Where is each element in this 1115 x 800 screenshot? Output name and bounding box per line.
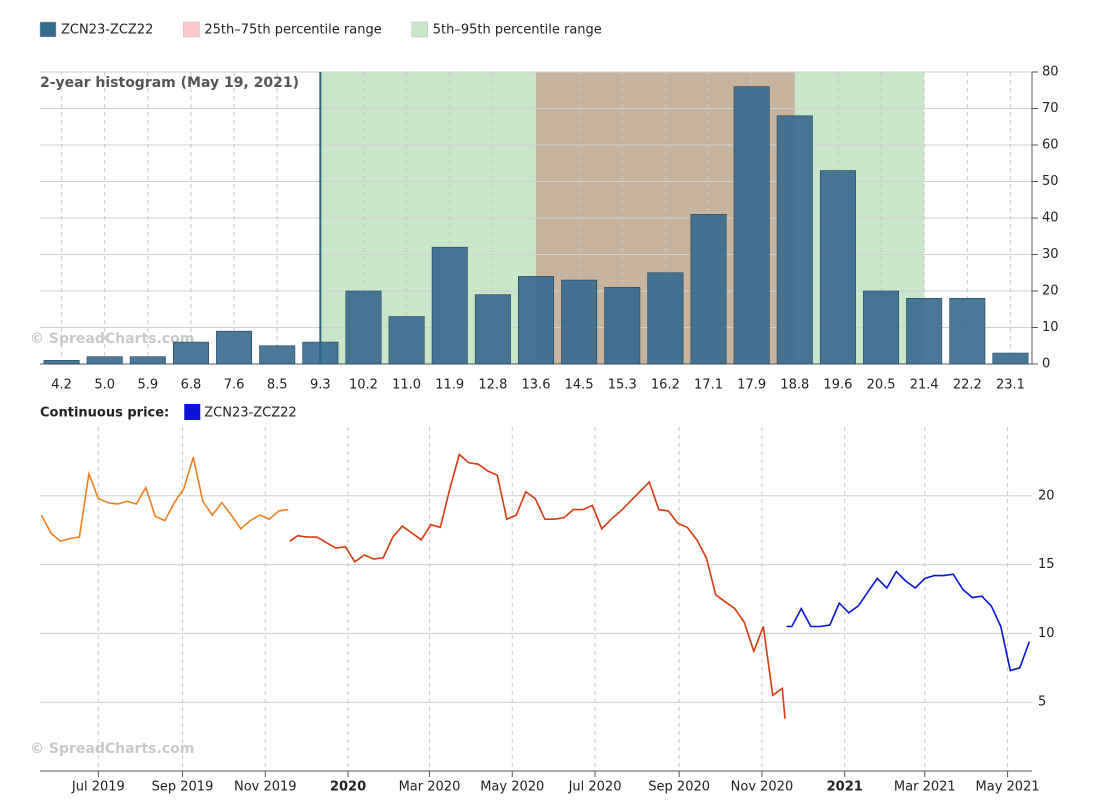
bar [906,297,943,365]
y-tick-label: 10 [1038,626,1055,641]
legend-label: 25th–75th percentile range [204,23,381,38]
legend-label: ZCN23-ZCZ22 [61,23,153,38]
bar [474,294,511,365]
x-tick-label: 10.2 [349,378,378,393]
bar [259,345,296,365]
x-tick-label: Nov 2020 [731,780,794,795]
bar [690,214,727,365]
x-tick-label: 21.4 [910,378,939,393]
x-tick-label: 11.9 [435,378,464,393]
legend-label: 5th–95th percentile range [433,23,602,38]
bar [733,86,770,365]
price-line [786,570,1031,672]
bar [776,115,813,365]
x-tick-label: Sep 2020 [648,780,710,795]
bar [819,170,856,365]
bar [604,287,641,365]
watermark: © SpreadCharts.com [30,741,194,757]
legend-swatch [184,404,201,420]
legend-swatch [411,21,428,38]
bar [345,290,382,365]
bar [992,352,1029,365]
bar [388,316,425,365]
chart-title: 2-year histogram (May 19, 2021) [40,75,299,91]
x-tick-label: Sep 2019 [152,780,214,795]
x-tick-label: 18.8 [780,378,809,393]
x-tick-label: 5.0 [94,378,115,393]
y-tick-label: 40 [1042,211,1059,226]
bar [172,341,209,365]
x-tick-label: 13.6 [522,378,551,393]
bar [216,330,253,365]
x-tick-label: 16.2 [651,378,680,393]
x-tick-label: 4.2 [51,378,72,393]
y-tick-label: 30 [1042,247,1059,262]
x-tick-label: Jul 2019 [71,780,125,795]
y-tick-label: 15 [1038,557,1055,572]
x-tick-label: 7.6 [224,378,245,393]
x-tick-label: 17.1 [694,378,723,393]
bar [647,272,684,365]
x-tick-label: 19.6 [823,378,852,393]
x-tick-label: Mar 2020 [399,780,461,795]
x-tick-label: 5.9 [137,378,158,393]
x-tick-label: 15.3 [608,378,637,393]
y-tick-label: 0 [1042,357,1050,372]
x-tick-label: 20.5 [867,378,896,393]
bar [863,290,900,365]
x-tick-label: May 2020 [480,780,544,795]
x-tick-label: 11.0 [392,378,421,393]
x-tick-label: 12.8 [478,378,507,393]
x-tick-label: Mar 2021 [894,780,956,795]
bar [949,297,986,365]
x-tick-label: 2020 [330,780,366,795]
x-tick-label: 2021 [827,780,863,795]
price-line [40,457,289,543]
y-tick-label: 5 [1038,695,1046,710]
legend-title: Continuous price: [40,406,169,421]
legend-label: ZCN23-ZCZ22 [204,406,296,421]
y-tick-label: 60 [1042,138,1059,153]
x-tick-label: May 2021 [976,780,1040,795]
legend-swatch [39,21,57,38]
y-tick-label: 20 [1038,488,1055,503]
price-line [289,453,786,719]
bar [129,356,166,365]
legend-swatch [183,21,200,38]
x-tick-label: 9.3 [310,378,331,393]
y-tick-label: 20 [1042,284,1059,299]
y-tick-label: 80 [1042,65,1059,80]
x-tick-label: Nov 2019 [234,780,297,795]
bar [561,279,598,365]
x-tick-label: 22.2 [953,378,982,393]
y-tick-label: 50 [1042,174,1059,189]
x-tick-label: 17.9 [737,378,766,393]
bar [431,246,468,365]
bar [86,356,123,365]
x-tick-label: 23.1 [996,378,1025,393]
x-tick-label: 14.5 [565,378,594,393]
x-tick-label: 6.8 [181,378,202,393]
x-tick-label: Jul 2020 [568,780,622,795]
y-tick-label: 70 [1042,101,1059,116]
y-tick-label: 10 [1042,320,1059,335]
watermark: © SpreadCharts.com [30,331,194,347]
bar [518,276,554,365]
bar [43,360,80,365]
x-tick-label: 8.5 [267,378,288,393]
